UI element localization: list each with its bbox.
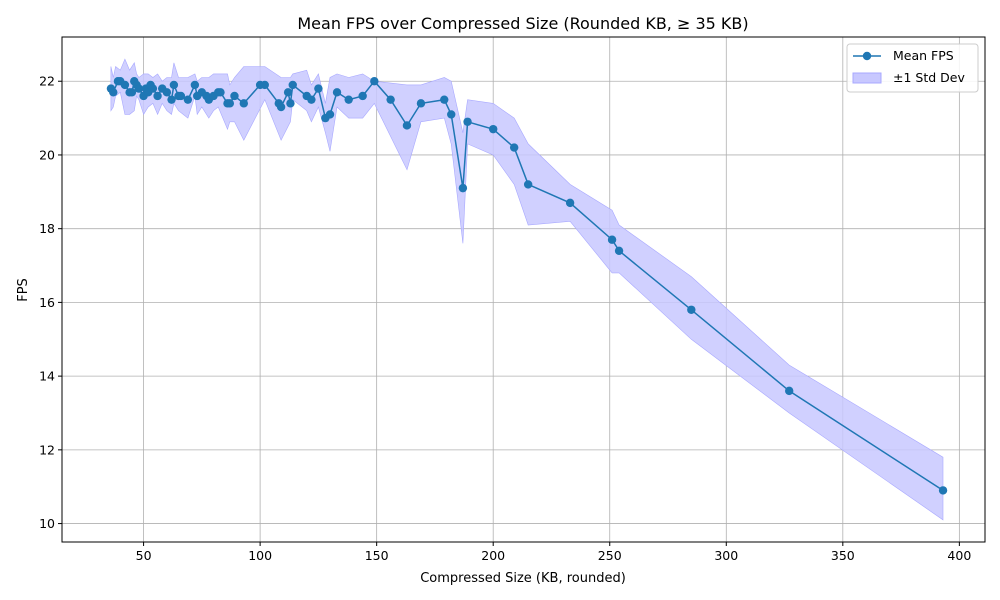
data-point	[307, 95, 316, 104]
data-point	[148, 84, 158, 93]
y-tick-label: 16	[39, 295, 55, 310]
data-point	[314, 84, 323, 93]
data-point	[488, 124, 498, 134]
data-point	[463, 117, 472, 126]
y-tick-label: 20	[39, 147, 55, 162]
x-axis-label: Compressed Size (KB, rounded)	[420, 571, 626, 586]
x-tick-label: 100	[248, 548, 272, 563]
data-point	[607, 235, 617, 244]
x-tick-label: 150	[365, 548, 389, 563]
data-point	[358, 91, 367, 101]
data-point	[386, 95, 395, 104]
data-point	[190, 80, 200, 90]
data-point	[416, 99, 426, 108]
legend-label-mean: Mean FPS	[893, 48, 954, 63]
data-point	[153, 91, 162, 101]
y-axis-ticks: 10 12 14 16 18 20 22	[39, 74, 62, 531]
y-tick-label: 14	[39, 369, 55, 384]
data-point	[109, 88, 118, 97]
legend: Mean FPS ±1 Std Dev	[846, 43, 979, 93]
y-axis-label: FPS	[16, 278, 31, 302]
x-tick-label: 350	[831, 548, 855, 563]
data-point	[458, 183, 468, 193]
data-point	[614, 246, 624, 255]
data-point	[288, 80, 297, 90]
y-tick-label: 22	[39, 74, 55, 89]
data-point	[162, 88, 172, 97]
data-point	[523, 180, 533, 189]
data-point	[440, 95, 449, 104]
data-point	[447, 110, 456, 119]
data-point	[225, 99, 235, 108]
legend-label-std: ±1 Std Dev	[893, 70, 965, 85]
x-tick-label: 400	[947, 548, 971, 563]
data-point	[370, 77, 379, 86]
data-point	[344, 95, 353, 104]
data-point	[687, 305, 696, 314]
data-point	[286, 99, 295, 108]
x-axis-ticks: 50 100 150 200 250 300 350 400	[136, 542, 971, 563]
data-point	[509, 143, 519, 152]
data-point	[785, 386, 794, 396]
data-point	[276, 102, 286, 112]
data-point	[938, 486, 948, 495]
data-point	[120, 80, 130, 90]
plot-frame	[61, 36, 986, 543]
data-point	[167, 95, 176, 104]
data-point	[176, 91, 186, 101]
data-point	[565, 198, 575, 208]
std-dev-band	[110, 58, 944, 521]
x-tick-label: 50	[136, 548, 152, 563]
data-point	[127, 88, 137, 97]
data-point	[183, 95, 193, 104]
data-point	[169, 80, 179, 90]
x-tick-label: 300	[714, 548, 738, 563]
legend-band-swatch	[852, 72, 882, 84]
data-points	[106, 77, 948, 495]
data-point	[325, 110, 335, 119]
x-tick-label: 200	[481, 548, 505, 563]
data-point	[134, 84, 144, 93]
data-point	[260, 80, 269, 90]
x-tick-label: 250	[598, 548, 622, 563]
plot-area	[61, 36, 986, 543]
chart-title: Mean FPS over Compressed Size (Rounded K…	[297, 14, 748, 33]
data-point	[332, 88, 342, 97]
data-point	[216, 88, 225, 97]
y-tick-label: 10	[39, 516, 55, 531]
y-tick-label: 18	[39, 221, 55, 236]
data-point	[230, 91, 239, 101]
data-point	[283, 88, 293, 97]
y-tick-label: 12	[39, 442, 55, 457]
data-point	[239, 99, 249, 108]
legend-marker-swatch	[862, 51, 872, 61]
data-point	[402, 121, 412, 130]
